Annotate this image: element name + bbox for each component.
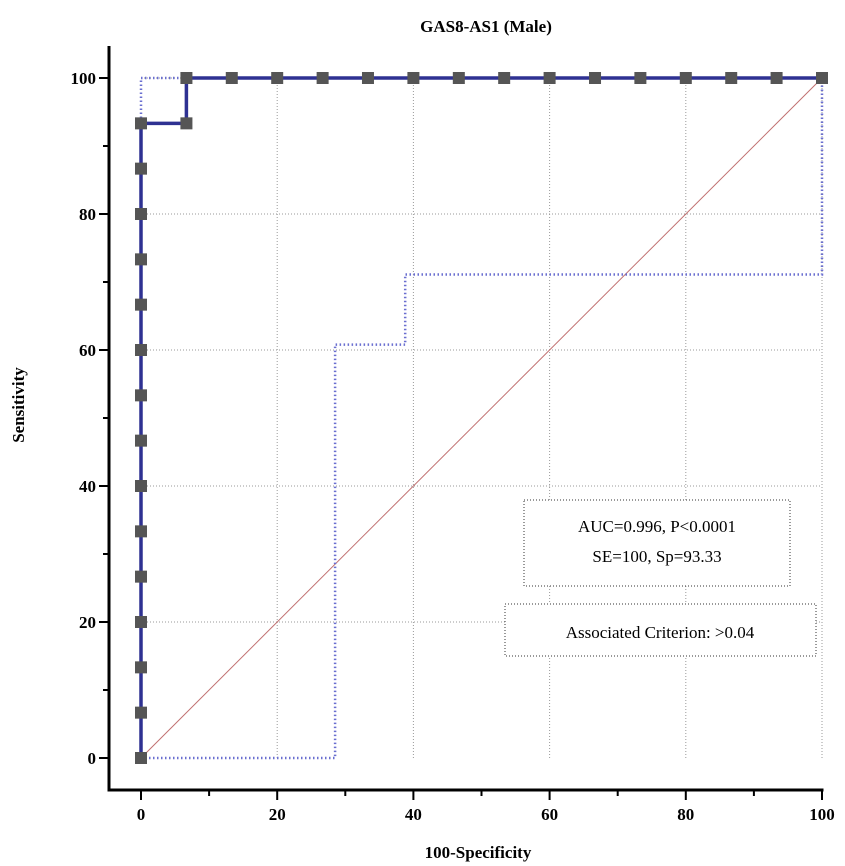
roc-point-marker (634, 72, 647, 84)
auc-annotation-line-1: AUC=0.996, P<0.0001 (578, 517, 736, 536)
roc-point-marker (816, 72, 828, 84)
y-tick-label: 40 (79, 477, 96, 496)
roc-point-marker (407, 72, 420, 84)
x-tick-label: 100 (809, 805, 835, 824)
roc-point-marker (135, 344, 147, 356)
roc-point-marker (135, 117, 147, 130)
y-axis-title: Sensitivity (9, 367, 28, 443)
axes (99, 46, 824, 800)
y-tick-label: 80 (79, 205, 96, 224)
roc-point-marker (135, 298, 147, 311)
reference-diagonal-line (140, 77, 823, 759)
x-tick-label: 60 (541, 805, 558, 824)
roc-point-marker (135, 389, 147, 402)
roc-point-marker (135, 162, 147, 175)
roc-point-marker (225, 72, 238, 84)
roc-point-marker (271, 72, 284, 84)
roc-point-marker (770, 72, 783, 84)
roc-point-marker (452, 72, 465, 84)
x-tick-label: 40 (405, 805, 422, 824)
y-tick-label: 20 (79, 613, 96, 632)
auc-annotation-box: AUC=0.996, P<0.0001 SE=100, Sp=93.33 (523, 499, 791, 587)
roc-point-marker (135, 208, 147, 220)
lower-confidence-bound-line (141, 78, 824, 760)
roc-point-marker (589, 72, 602, 84)
x-tick-label: 80 (677, 805, 694, 824)
roc-point-marker (135, 480, 147, 492)
confidence-bounds-layer (139, 76, 824, 760)
roc-curve-layer (135, 72, 828, 764)
roc-point-marker (135, 253, 147, 266)
y-tick-label: 0 (88, 749, 97, 768)
roc-point-marker (498, 72, 511, 84)
roc-point-marker (316, 72, 329, 84)
roc-point-marker (135, 434, 147, 447)
criterion-annotation-line: Associated Criterion: >0.04 (566, 623, 755, 642)
roc-point-marker (135, 661, 147, 674)
roc-point-marker (180, 117, 193, 130)
roc-point-marker (180, 72, 193, 84)
reference-diagonal-layer (140, 77, 823, 759)
chart-title: GAS8-AS1 (Male) (420, 17, 552, 36)
y-tick-label: 60 (79, 341, 96, 360)
roc-point-marker (361, 72, 374, 84)
roc-point-marker (135, 706, 147, 719)
upper-confidence-bound-line (139, 76, 822, 758)
roc-point-marker (679, 72, 692, 84)
tick-labels: 0 20 40 60 80 100 0 20 40 60 80 100 (71, 69, 835, 824)
x-tick-label: 20 (269, 805, 286, 824)
roc-point-marker (725, 72, 738, 84)
x-tick-label: 0 (137, 805, 146, 824)
roc-point-marker (135, 525, 147, 538)
roc-point-marker (543, 72, 556, 84)
roc-point-marker (135, 570, 147, 583)
y-tick-label: 100 (71, 69, 97, 88)
roc-point-marker (135, 752, 147, 764)
criterion-annotation-box: Associated Criterion: >0.04 (504, 603, 817, 657)
roc-point-marker (135, 616, 147, 628)
auc-annotation-line-2: SE=100, Sp=93.33 (592, 547, 721, 566)
x-axis-title: 100-Specificity (425, 843, 532, 862)
